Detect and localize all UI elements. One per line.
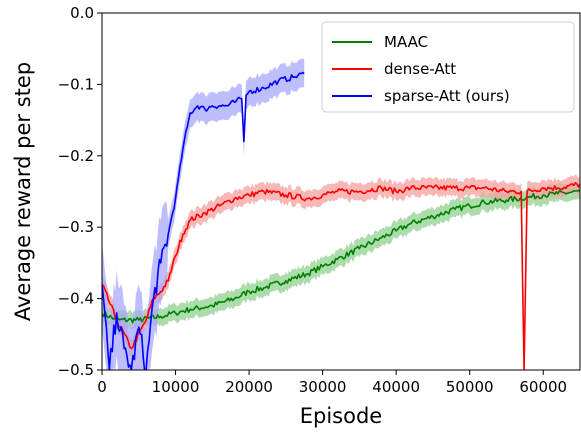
- x-axis-ticks: 0 10000 20000 30000 40000 50000 60000: [97, 370, 567, 396]
- y-tick-label: −0.3: [58, 218, 94, 236]
- y-tick-label: −0.2: [58, 147, 94, 165]
- y-tick-label: −0.5: [58, 361, 94, 379]
- x-tick-label: 20000: [225, 378, 273, 396]
- y-axis-label: Average reward per step: [11, 62, 35, 321]
- legend-entry: dense-Att: [384, 60, 456, 78]
- band-dense-att: [102, 174, 580, 370]
- legend: MAAC dense-Att sparse-Att (ours): [321, 21, 575, 113]
- legend-entry: MAAC: [384, 33, 428, 51]
- x-tick-label: 40000: [372, 378, 420, 396]
- band-sparse-att-ours: [102, 58, 305, 370]
- series-lines: [102, 71, 580, 370]
- line-dense-att: [102, 182, 580, 370]
- x-tick-label: 0: [97, 378, 107, 396]
- line-sparse-att-ours: [102, 71, 305, 370]
- x-tick-label: 10000: [152, 378, 200, 396]
- line-maac: [102, 189, 580, 324]
- y-tick-label: 0.0: [70, 4, 94, 22]
- y-axis-ticks: −0.5 −0.4 −0.3 −0.2 −0.1 0.0: [58, 4, 102, 379]
- x-tick-label: 60000: [519, 378, 567, 396]
- x-axis-label: Episode: [300, 404, 382, 428]
- legend-entry: sparse-Att (ours): [384, 87, 510, 105]
- legend-box: [321, 21, 575, 113]
- y-tick-label: −0.1: [58, 75, 94, 93]
- y-tick-label: −0.4: [58, 290, 94, 308]
- plot-frame: [101, 12, 581, 371]
- x-tick-label: 50000: [446, 378, 494, 396]
- x-tick-label: 30000: [299, 378, 347, 396]
